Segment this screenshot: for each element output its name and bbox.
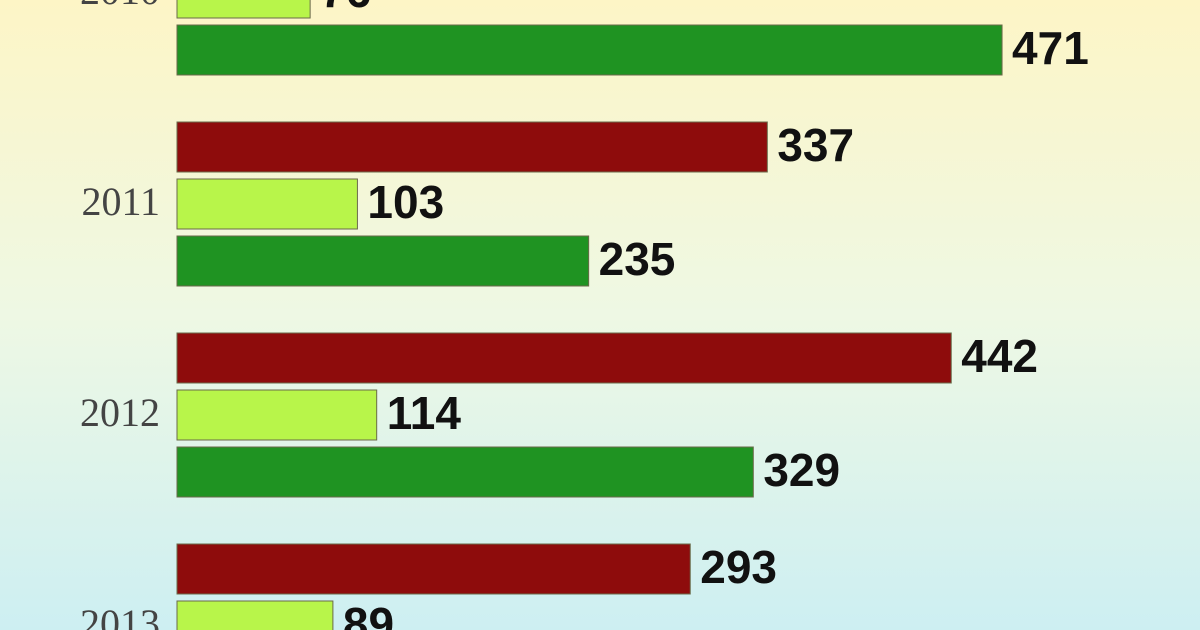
value-label: 235 xyxy=(599,233,676,285)
category-label: 2013 xyxy=(80,601,160,630)
bar xyxy=(176,121,768,173)
bar xyxy=(176,446,754,498)
value-label: 293 xyxy=(700,541,777,593)
value-label: 114 xyxy=(387,387,462,439)
bar xyxy=(176,178,358,230)
bar xyxy=(176,600,334,630)
value-label: 337 xyxy=(777,119,854,171)
category-label: 2011 xyxy=(81,179,160,224)
bar xyxy=(176,389,378,441)
value-label: 89 xyxy=(343,598,394,630)
bar xyxy=(176,24,1003,76)
value-label: 76 xyxy=(320,0,371,17)
category-label: 2012 xyxy=(80,390,160,435)
bar xyxy=(176,332,952,384)
category-label: 2010 xyxy=(80,0,160,13)
bar xyxy=(176,543,691,595)
value-label: 103 xyxy=(367,176,444,228)
bar xyxy=(176,235,590,287)
value-label: 471 xyxy=(1012,22,1089,74)
bar xyxy=(176,0,311,19)
value-label: 442 xyxy=(961,330,1038,382)
value-label: 329 xyxy=(763,444,840,496)
